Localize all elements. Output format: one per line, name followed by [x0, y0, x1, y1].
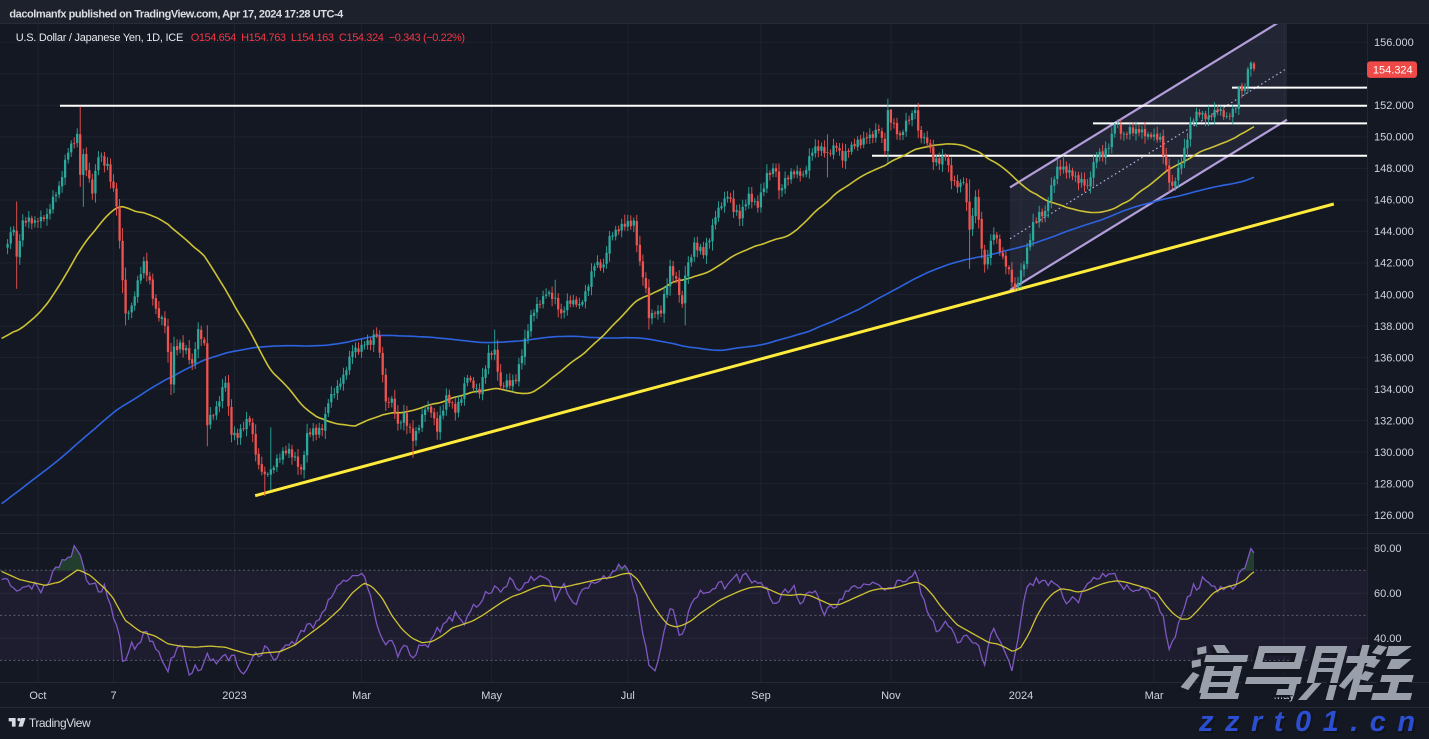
svg-text:154.324: 154.324	[1373, 65, 1413, 77]
svg-text:Mar: Mar	[1145, 690, 1164, 702]
svg-text:126.000: 126.000	[1374, 510, 1414, 522]
svg-text:Sep: Sep	[751, 690, 771, 702]
svg-text:130.000: 130.000	[1374, 447, 1414, 459]
svg-text:148.000: 148.000	[1374, 163, 1414, 175]
svg-text:152.000: 152.000	[1374, 100, 1414, 112]
svg-text:May: May	[481, 690, 502, 702]
svg-text:80.00: 80.00	[1374, 543, 1402, 555]
svg-text:Nov: Nov	[881, 690, 901, 702]
svg-text:60.00: 60.00	[1374, 588, 1402, 600]
svg-text:2023: 2023	[222, 690, 246, 702]
svg-text:2024: 2024	[1009, 690, 1033, 702]
svg-text:TradingView: TradingView	[29, 716, 91, 730]
svg-text:138.000: 138.000	[1374, 321, 1414, 333]
svg-text:7: 7	[110, 690, 116, 702]
svg-text:dacolmanfx published on Tradin: dacolmanfx published on TradingView.com,…	[9, 8, 344, 20]
svg-text:156.000: 156.000	[1374, 37, 1414, 49]
svg-text:146.000: 146.000	[1374, 195, 1414, 207]
svg-text:128.000: 128.000	[1374, 478, 1414, 490]
svg-text:zzrt01.cn: zzrt01.cn	[1198, 706, 1427, 738]
svg-text:40.00: 40.00	[1374, 633, 1402, 645]
svg-text:140.000: 140.000	[1374, 289, 1414, 301]
svg-text:U.S. Dollar / Japanese Yen, 1D: U.S. Dollar / Japanese Yen, 1D, ICE	[16, 32, 183, 44]
svg-text:150.000: 150.000	[1374, 132, 1414, 144]
svg-text:zzrt01.cn: zzrt01.cn	[1200, 708, 1429, 739]
svg-text:Mar: Mar	[352, 690, 371, 702]
svg-text:Oct: Oct	[29, 690, 46, 702]
svg-text:134.000: 134.000	[1374, 384, 1414, 396]
svg-text:Jul: Jul	[621, 690, 635, 702]
svg-text:136.000: 136.000	[1374, 352, 1414, 364]
svg-text:144.000: 144.000	[1374, 226, 1414, 238]
svg-text:132.000: 132.000	[1374, 415, 1414, 427]
svg-text:142.000: 142.000	[1374, 258, 1414, 270]
svg-text:O154.654 H154.763 L154.163: O154.654 H154.763 L154.163 C154.324 −0.3…	[191, 32, 465, 44]
